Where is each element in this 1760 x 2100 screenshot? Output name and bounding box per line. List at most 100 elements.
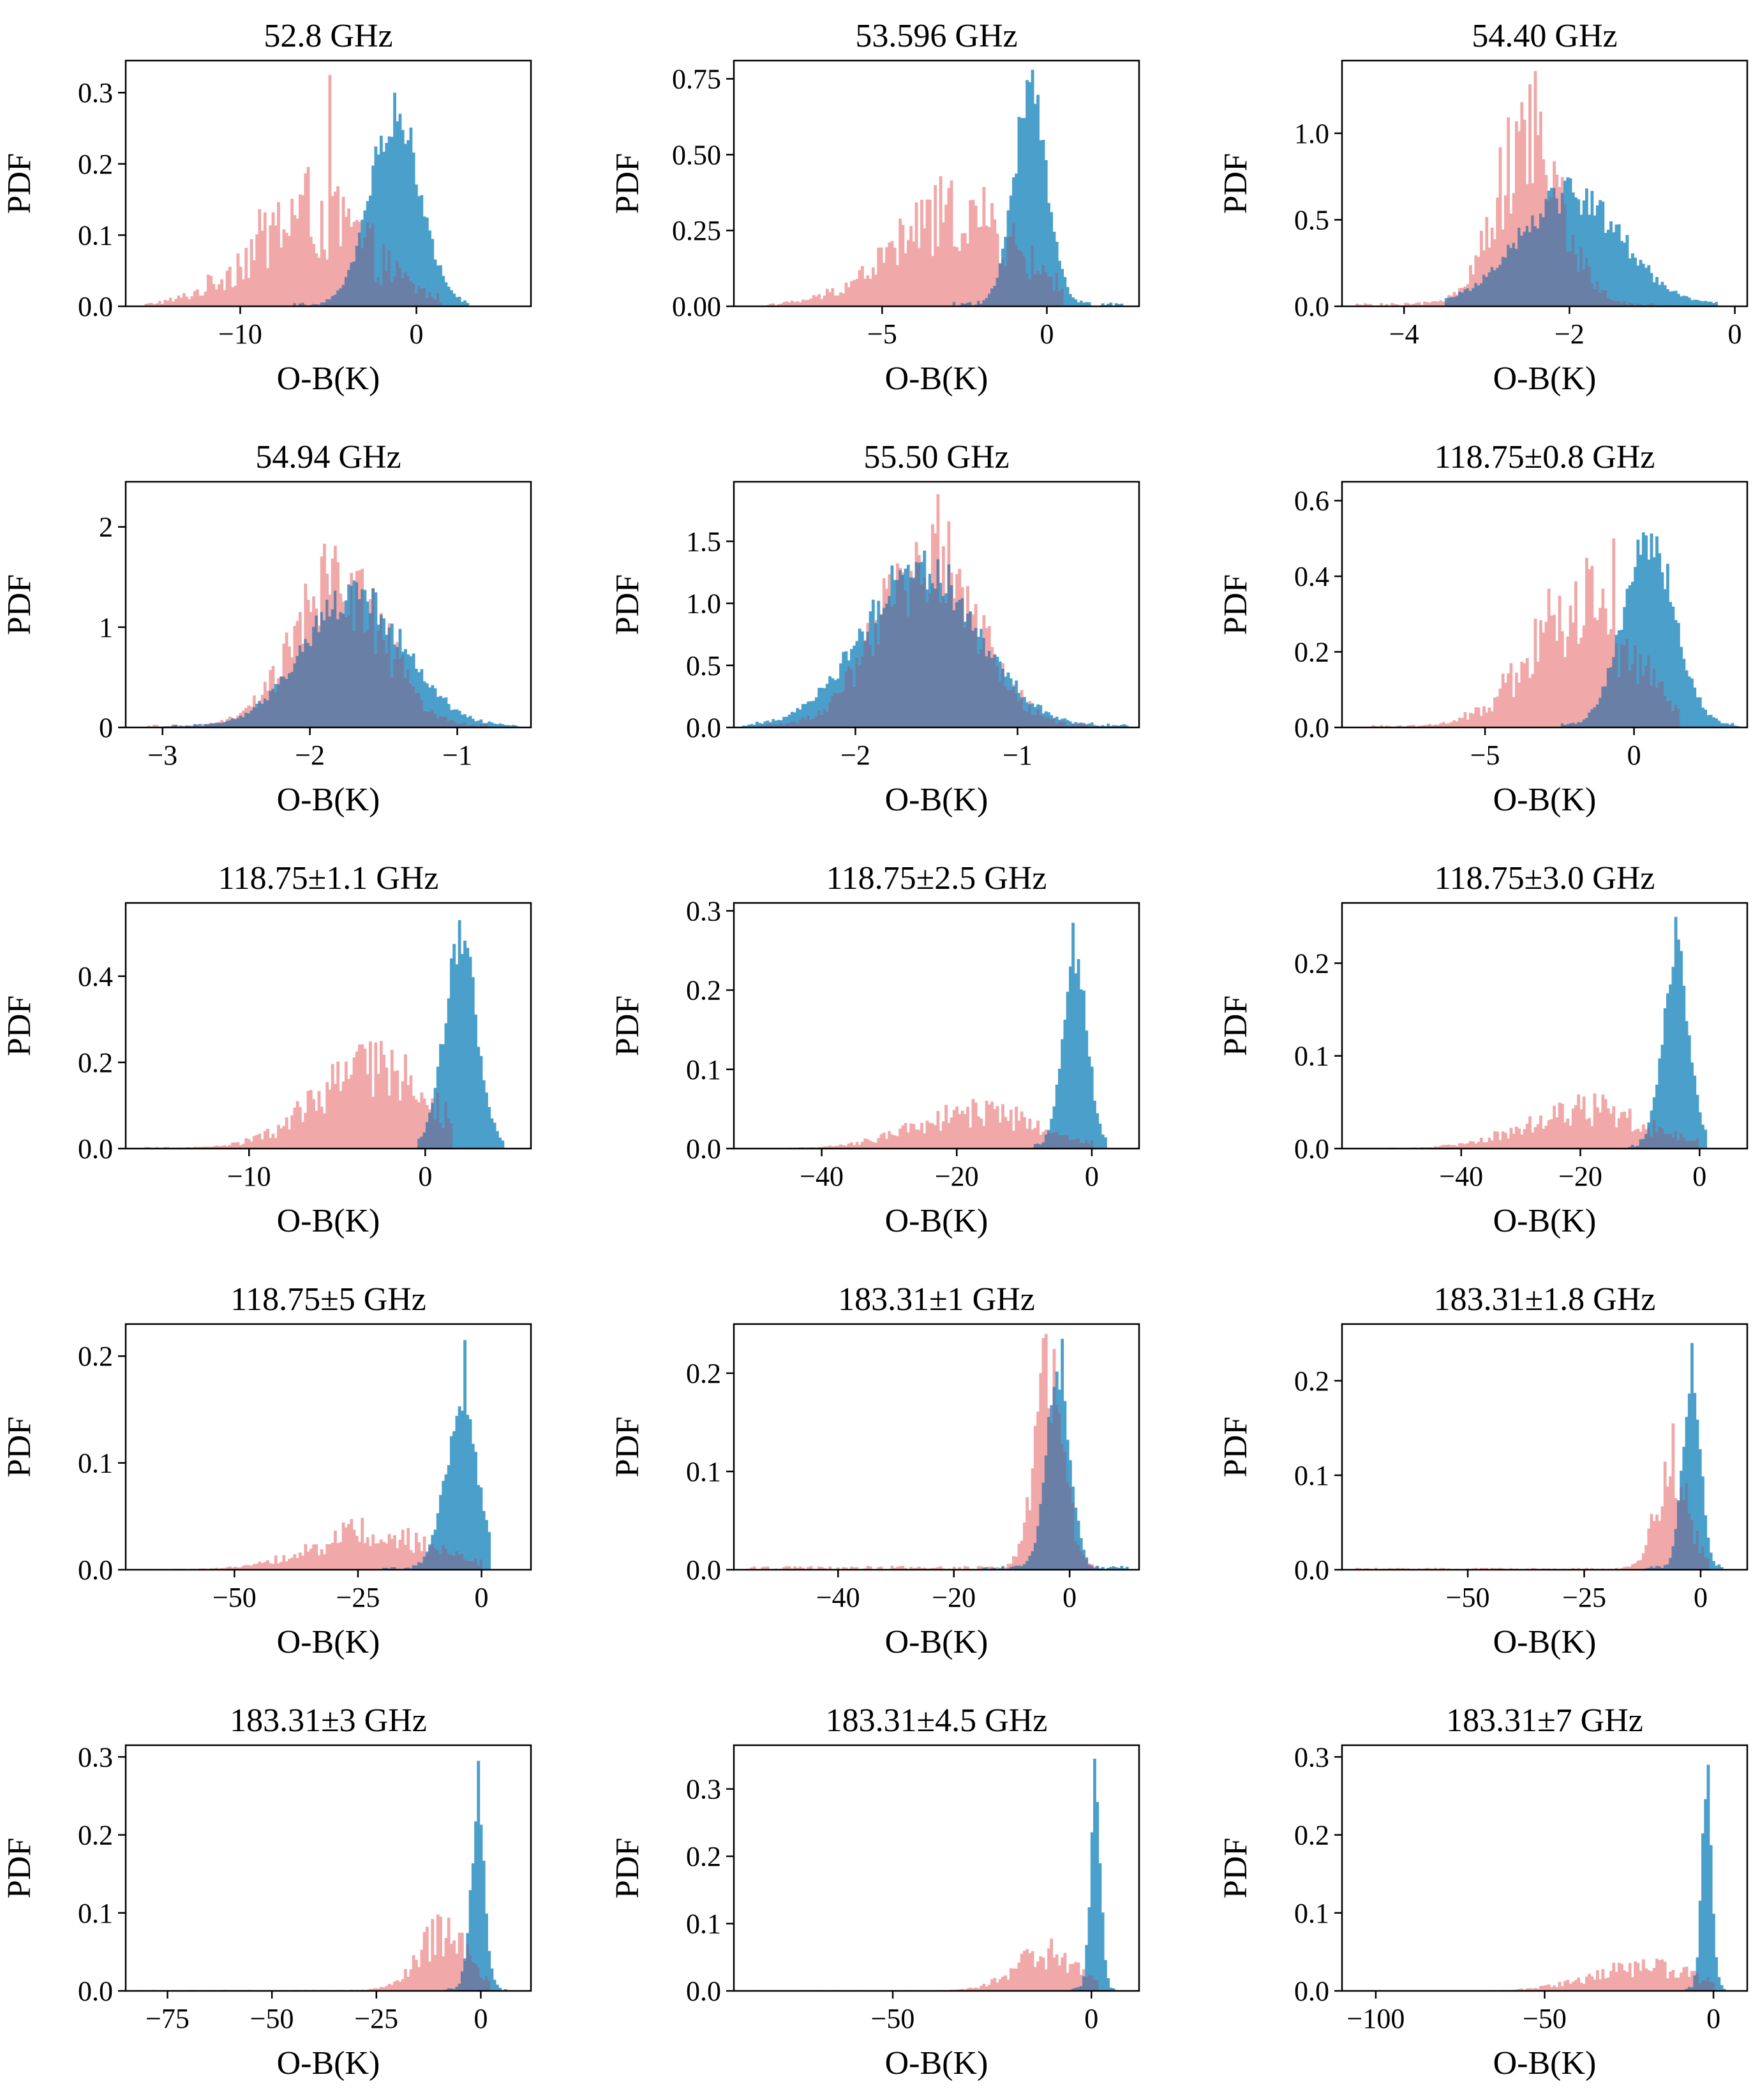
- bar-series-b: [214, 722, 218, 724]
- bar-series-a: [371, 1988, 375, 1991]
- bar-overlap: [772, 724, 775, 727]
- bar-overlap: [1655, 1131, 1659, 1149]
- bar-overlap: [217, 722, 221, 727]
- bar-overlap: [477, 1967, 481, 1991]
- bar-series-a: [1531, 1988, 1535, 1991]
- bar-series-a: [1671, 1970, 1675, 1991]
- bar-series-a: [888, 242, 891, 306]
- bar-series-b: [1068, 1460, 1072, 1488]
- bar-series-b: [1125, 726, 1129, 727]
- bar-series-b: [1058, 1068, 1061, 1135]
- bar-overlap: [339, 612, 343, 727]
- axes-frame: [124, 1323, 532, 1571]
- bar-series-a: [1625, 1118, 1629, 1149]
- bar-series-a: [306, 1551, 310, 1570]
- bar-series-a: [944, 204, 948, 306]
- bar-series-a: [869, 278, 872, 306]
- bar-overlap: [1058, 1135, 1061, 1149]
- bar-series-a: [333, 1084, 337, 1149]
- bar-series-b: [179, 726, 183, 727]
- bar-overlap: [882, 607, 886, 727]
- bar-series-a: [990, 1101, 994, 1149]
- bar-series-b: [844, 651, 848, 671]
- bar-series-b: [877, 600, 881, 644]
- bar-series-a: [1617, 1962, 1621, 1991]
- bar-series-b: [1671, 606, 1675, 711]
- bar-series-a: [298, 194, 302, 304]
- bar-series-b: [409, 127, 413, 281]
- bar-series-a: [341, 1081, 345, 1149]
- bar-series-a: [331, 558, 334, 609]
- bar-series-a: [931, 1123, 934, 1149]
- bar-series-a: [401, 1530, 405, 1570]
- bar-series-a: [1482, 1568, 1486, 1570]
- bar-series-a: [1015, 1106, 1018, 1149]
- bar-series-b: [1590, 191, 1594, 283]
- bar-series-a: [882, 1132, 886, 1149]
- bar-series-b: [1036, 704, 1040, 710]
- bar-series-a: [225, 1567, 229, 1570]
- bar-series-a: [223, 290, 227, 306]
- bar-series-a: [1628, 1963, 1632, 1991]
- bar-overlap: [1693, 1140, 1697, 1149]
- bar-series-a: [396, 1070, 399, 1149]
- bar-overlap: [306, 643, 310, 727]
- bar-series-b: [1098, 1123, 1102, 1149]
- bar-series-a: [271, 1563, 275, 1570]
- bar-overlap: [452, 1988, 456, 1991]
- bar-series-a: [255, 1563, 259, 1570]
- bar-series-a: [969, 200, 973, 302]
- bar-series-a: [1461, 1143, 1465, 1149]
- bar-overlap: [885, 603, 888, 727]
- bar-overlap: [879, 614, 883, 727]
- bar-series-b: [1628, 258, 1632, 302]
- bar-overlap: [371, 223, 375, 306]
- bar-series-b: [1601, 201, 1605, 290]
- bar-overlap: [1634, 304, 1637, 306]
- bar-overlap: [804, 719, 807, 727]
- bar-overlap: [904, 589, 907, 727]
- bar-series-a: [890, 1134, 894, 1149]
- bar-series-a: [274, 1138, 278, 1149]
- bar-overlap: [344, 616, 348, 727]
- bar-series-a: [190, 296, 194, 306]
- bar-series-a: [1355, 1568, 1359, 1570]
- bar-series-b: [450, 958, 453, 1123]
- bar-overlap: [479, 1977, 483, 1991]
- bar-series-a: [258, 1133, 262, 1149]
- bar-series-a: [225, 271, 229, 306]
- bar-overlap: [1579, 247, 1583, 306]
- bar-overlap: [422, 1556, 426, 1570]
- bar-series-a: [280, 1561, 283, 1570]
- bar-overlap: [474, 1558, 477, 1570]
- bar-overlap: [1617, 301, 1621, 306]
- bar-series-b: [1680, 296, 1683, 306]
- bar-series-a: [1612, 538, 1616, 657]
- bar-overlap: [950, 585, 953, 727]
- bar-series-b: [1687, 676, 1691, 727]
- bar-overlap: [966, 613, 969, 727]
- bar-overlap: [836, 693, 840, 727]
- bar-series-a: [420, 1949, 424, 1991]
- bar-series-b: [1588, 214, 1592, 267]
- bar-overlap: [1031, 1551, 1034, 1570]
- bar-overlap: [1017, 700, 1021, 727]
- bar-series-b: [1087, 302, 1091, 306]
- bar-overlap: [193, 724, 197, 727]
- bar-overlap: [1074, 725, 1078, 727]
- bar-series-b: [1061, 719, 1064, 722]
- bar-series-b: [1112, 725, 1115, 727]
- bar-series-a: [858, 1144, 861, 1149]
- bar-series-a: [833, 1145, 837, 1149]
- bar-overlap: [1628, 302, 1632, 306]
- bar-series-b: [1617, 630, 1621, 677]
- bar-overlap: [1696, 1972, 1699, 1991]
- bar-series-a: [1509, 213, 1513, 248]
- bar-overlap: [1615, 643, 1618, 727]
- bar-series-a: [1542, 1985, 1546, 1991]
- bar-series-a: [1039, 1373, 1043, 1504]
- bar-series-b: [422, 216, 426, 288]
- bar-series-a: [1509, 1128, 1513, 1149]
- bar-series-a: [1644, 1968, 1648, 1991]
